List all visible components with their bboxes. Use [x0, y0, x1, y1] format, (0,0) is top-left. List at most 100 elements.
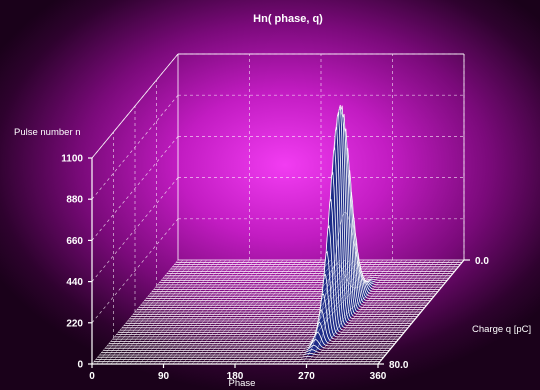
surface-curve: [155, 280, 442, 288]
surface-strip: [118, 226, 405, 333]
surface-strip: [123, 147, 410, 326]
surface-crossline: [158, 259, 245, 365]
x-tick-label: 180: [227, 371, 244, 382]
z-tick-label: 660: [66, 236, 83, 247]
surface-strip: [120, 199, 406, 331]
surface-crossline: [206, 259, 293, 365]
surface-strip: [159, 280, 446, 283]
axes: 0 220 440 660 880 1100 0 90 180 270 360 0.0 80.0: [61, 154, 489, 383]
surface-crossline: [368, 259, 455, 365]
surface-crossline: [373, 259, 460, 365]
surface-crossline: [349, 259, 436, 365]
surface-crossline: [120, 259, 207, 365]
surface-strip: [110, 309, 397, 342]
surface-crossline: [315, 259, 403, 365]
surface-crossline: [125, 259, 212, 365]
surface-crossline: [101, 259, 188, 365]
surface-crossline: [182, 259, 269, 365]
surface-crossline: [306, 211, 393, 365]
surface-crossline: [129, 259, 217, 365]
y-tick-label: 0.0: [475, 256, 489, 267]
surface-crossline: [177, 259, 264, 365]
surface-strip: [133, 114, 420, 315]
surface-crossline: [110, 259, 198, 365]
surface-crossline: [282, 259, 369, 365]
surface-crossline: [263, 259, 350, 365]
surface-strip: [136, 148, 423, 310]
surface-crossline: [211, 259, 298, 365]
grid: [91, 53, 465, 338]
surface-curve: [136, 148, 423, 311]
surface-strip: [153, 279, 440, 290]
surface-crossline: [301, 109, 388, 365]
surface-crossline: [354, 259, 441, 365]
surface-crossline: [234, 259, 322, 365]
surface-crossline: [268, 259, 355, 365]
surface-crossline: [215, 259, 303, 365]
surface-crossline: [344, 259, 431, 365]
surface-strip: [103, 345, 390, 351]
x-axis-label: Phase: [229, 378, 256, 389]
z-tick-label: 1100: [61, 154, 83, 165]
surface-crossline: [292, 259, 379, 365]
chart-title: Hn( phase, q): [253, 13, 323, 25]
z-tick-label: 0: [77, 360, 83, 371]
surface-curve: [133, 113, 420, 315]
y-tick-label: 80.0: [389, 360, 409, 371]
surface-crossline: [196, 259, 284, 365]
surface-strip: [157, 281, 444, 285]
surface-crossline: [358, 259, 446, 365]
surface-curve: [140, 191, 427, 306]
surface-crossline: [220, 259, 307, 365]
surface-crossline: [168, 259, 255, 365]
surface-crossline: [149, 259, 236, 365]
surface-crossline: [153, 259, 241, 365]
surface-crossline: [249, 259, 336, 365]
surface-strip: [140, 193, 427, 306]
surface-strip: [155, 281, 442, 288]
surface-curve: [123, 147, 410, 327]
surface-curve: [157, 280, 444, 286]
z-tick-label: 440: [66, 277, 83, 288]
gridline-left-wall: [91, 177, 179, 282]
z-tick-label: 220: [66, 318, 83, 329]
surface-crossline: [330, 259, 417, 365]
x-tick-label: 270: [298, 371, 315, 382]
surface-crossline: [187, 259, 274, 365]
gridline-left-wall: [91, 218, 179, 324]
surface-crossline: [296, 259, 384, 365]
surface-crossline: [311, 259, 398, 365]
surface-crossline: [225, 259, 312, 365]
surface-crossline: [363, 259, 450, 365]
surface-crossline: [339, 259, 427, 365]
surface-crossline: [106, 259, 193, 365]
surface-crossline: [134, 259, 222, 365]
x-tick-label: 360: [370, 371, 387, 382]
surface-mesh: [91, 104, 465, 365]
z-tick-label: 880: [66, 195, 83, 206]
surface-strip: [108, 322, 395, 344]
box-edge: [91, 53, 179, 159]
surface-crossline: [139, 259, 226, 365]
surface-strip: [112, 294, 399, 340]
surface-strip: [99, 353, 386, 355]
surface-strip: [121, 172, 408, 328]
surface-crossline: [277, 259, 365, 365]
surface-crossline: [334, 259, 422, 365]
y-axis-line: [377, 259, 465, 365]
surface-crossline: [272, 259, 360, 365]
y-axis-label: Charge q [pC]: [472, 324, 531, 335]
surface-crossline: [239, 259, 326, 365]
surface-crossline: [163, 259, 250, 365]
z-axis-label: Pulse number n: [14, 127, 81, 138]
surface-crossline: [244, 259, 331, 365]
surface-crossline: [172, 259, 260, 365]
surface-strip: [125, 126, 412, 324]
surface-strip: [116, 251, 403, 335]
surface-crossline: [191, 259, 279, 365]
surface-strip: [105, 339, 392, 349]
surface-crossline: [230, 259, 317, 365]
surface-crossline: [320, 259, 407, 365]
